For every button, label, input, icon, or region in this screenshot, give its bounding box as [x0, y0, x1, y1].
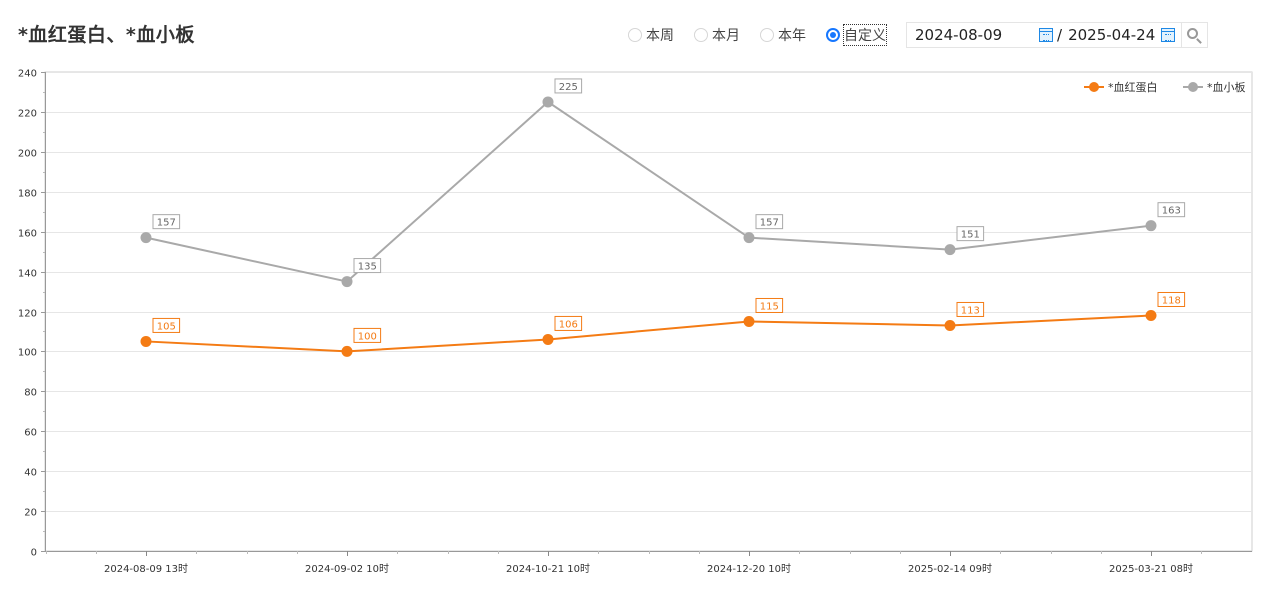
- data-label-box: [152, 214, 181, 230]
- start-date-input[interactable]: 2024-08-09: [915, 26, 1003, 44]
- legend-label: *血红蛋白: [1108, 80, 1158, 94]
- radio-circle-icon[interactable]: [628, 28, 642, 42]
- y-tick-label: 140: [18, 269, 37, 280]
- chart-legend[interactable]: *血红蛋白 *血小板: [1084, 80, 1246, 94]
- x-tick-label: 2024-10-21 10时: [506, 563, 590, 575]
- data-label-box: [353, 327, 382, 343]
- search-icon: [1187, 27, 1199, 39]
- date-separator: /: [1057, 26, 1063, 44]
- data-label-box: [554, 315, 583, 331]
- data-label: 135: [358, 262, 377, 273]
- date-filter-bar: 本周 本月 本年 自定义 2024-08-09 / 2025-04-24: [628, 22, 1209, 48]
- data-label: 113: [961, 305, 980, 316]
- radio-circle-icon[interactable]: [694, 28, 708, 42]
- data-label-box: [1157, 202, 1186, 218]
- x-tick-label: 2024-12-20 10时: [707, 563, 791, 575]
- data-label: 106: [559, 319, 578, 330]
- y-tick-label: 240: [18, 69, 37, 80]
- y-tick-label: 160: [18, 229, 37, 240]
- x-tick-label: 2024-08-09 13时: [104, 563, 188, 575]
- search-button[interactable]: [1182, 22, 1209, 48]
- data-label-box: [353, 258, 382, 274]
- data-point: [341, 276, 353, 288]
- y-tick-label: 100: [18, 348, 37, 359]
- calendar-icon[interactable]: [1161, 28, 1176, 42]
- legend-marker: [1089, 82, 1099, 92]
- y-tick-label: 120: [18, 309, 37, 320]
- radio-custom[interactable]: 自定义: [826, 24, 887, 46]
- y-tick-label: 0: [31, 548, 37, 559]
- x-tick-label: 2025-03-21 08时: [1109, 563, 1193, 575]
- calendar-icon[interactable]: [1039, 28, 1053, 42]
- x-tick-label: 2024-09-02 10时: [305, 563, 389, 575]
- data-point: [1145, 309, 1157, 321]
- series-line: [145, 314, 1152, 353]
- radio-label: 本月: [712, 28, 740, 44]
- series-layer: 157 135 225 157 151 163 105 100 106 115 113 118: [140, 78, 1186, 357]
- data-point: [140, 335, 152, 347]
- data-point: [140, 232, 152, 244]
- page-title: *血红蛋白、*血小板: [18, 24, 195, 46]
- series-line: [145, 100, 1152, 283]
- data-label: 118: [1162, 295, 1181, 306]
- axes: 0 20 40 60 80 100 120 140 160 180 200 220 240 2024-08…: [18, 69, 1252, 575]
- data-label: 157: [157, 218, 176, 229]
- data-label-box: [956, 226, 985, 242]
- data-label-box: [956, 301, 985, 317]
- y-tick-label: 20: [24, 508, 37, 519]
- data-label-box: [755, 297, 784, 313]
- data-point: [542, 333, 554, 345]
- radio-this-year[interactable]: 本年: [760, 25, 806, 45]
- data-label: 115: [760, 301, 779, 312]
- radio-this-week[interactable]: 本周: [628, 25, 674, 45]
- radio-this-month[interactable]: 本月: [694, 25, 740, 45]
- y-tick-label: 180: [18, 189, 37, 200]
- grid-lines: [44, 71, 1253, 552]
- data-point: [341, 345, 353, 357]
- radio-circle-icon[interactable]: [826, 28, 840, 42]
- end-date-input[interactable]: 2025-04-24: [1068, 26, 1156, 44]
- y-tick-label: 220: [18, 109, 37, 120]
- y-tick-label: 40: [24, 468, 37, 479]
- radio-label: 本年: [778, 28, 806, 44]
- data-point: [944, 319, 956, 331]
- data-label-box: [1157, 291, 1186, 307]
- radio-label: 本周: [646, 28, 674, 44]
- data-label: 105: [157, 321, 176, 332]
- data-label-box: [755, 214, 784, 230]
- radio-circle-icon[interactable]: [760, 28, 774, 42]
- data-point: [743, 232, 755, 244]
- legend-marker: [1188, 82, 1198, 92]
- y-tick-label: 200: [18, 149, 37, 160]
- data-point: [944, 244, 956, 256]
- data-point: [1145, 220, 1157, 232]
- y-tick-label: 80: [24, 388, 37, 399]
- radio-label: 自定义: [843, 24, 887, 46]
- data-label-box: [554, 78, 583, 94]
- date-range-picker[interactable]: 2024-08-09 / 2025-04-24: [906, 22, 1183, 48]
- data-point: [542, 96, 554, 108]
- data-label: 225: [559, 82, 578, 93]
- x-tick-label: 2025-02-14 09时: [908, 563, 992, 575]
- data-label: 100: [358, 331, 377, 342]
- legend-label: *血小板: [1207, 80, 1246, 94]
- plot-frame: [44, 71, 1253, 552]
- data-label: 151: [961, 230, 980, 241]
- data-label-box: [152, 317, 181, 333]
- data-label: 157: [760, 218, 779, 229]
- data-label: 163: [1162, 206, 1181, 217]
- y-tick-label: 60: [24, 428, 37, 439]
- data-point: [743, 315, 755, 327]
